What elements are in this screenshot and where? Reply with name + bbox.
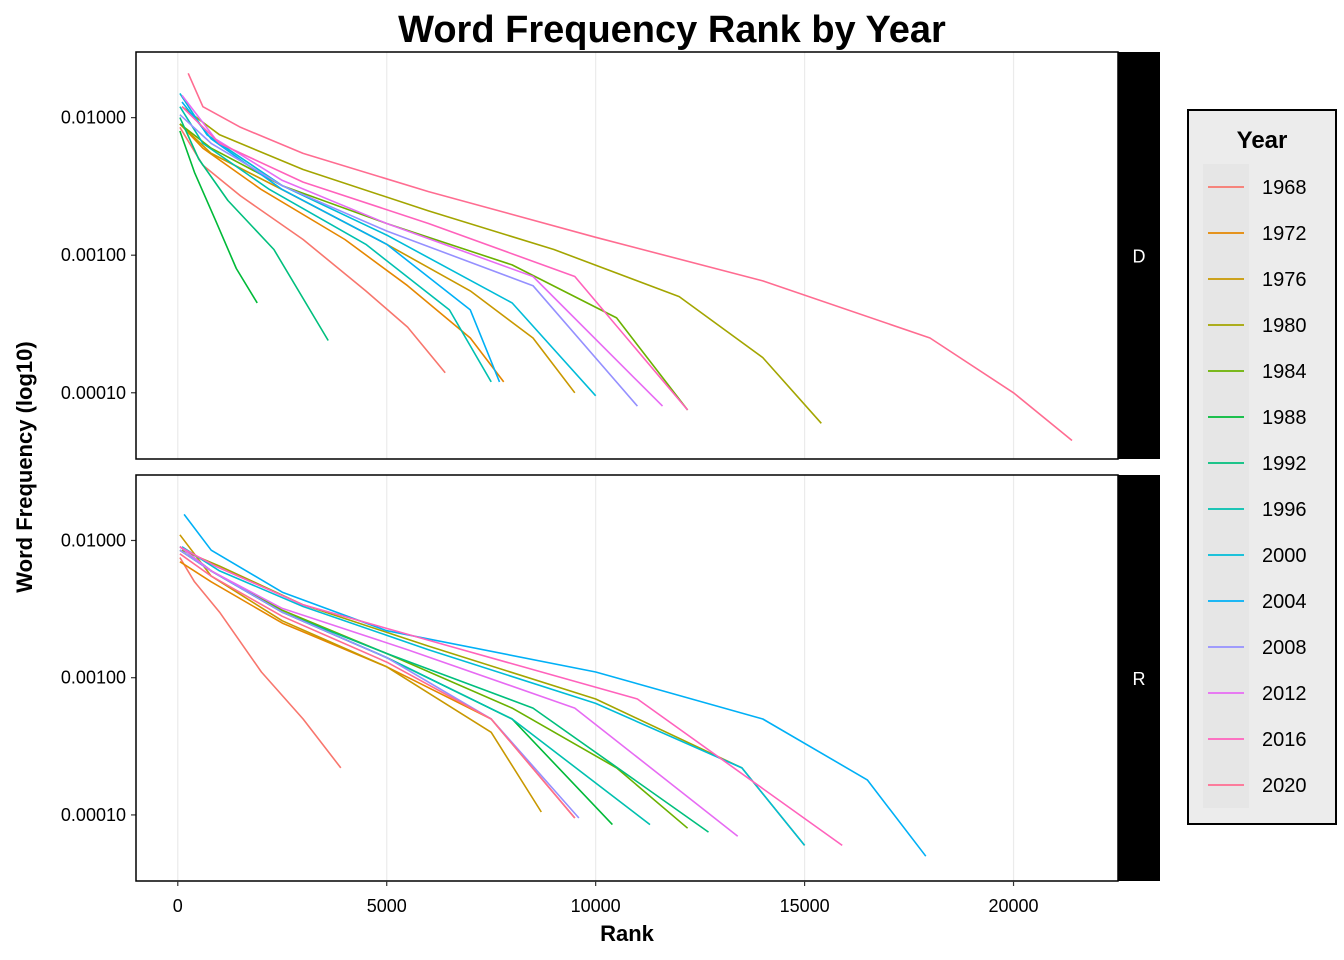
legend-label-2012: 2012 <box>1262 683 1307 705</box>
legend-label-2016: 2016 <box>1262 729 1307 751</box>
legend-label-1968: 1968 <box>1262 177 1307 199</box>
legend-label-1972: 1972 <box>1262 223 1307 245</box>
series-line-D-2016 <box>181 106 689 411</box>
series-line-R-1972 <box>179 561 576 819</box>
facet-panel-D: 0.01000 0.00100 0.00010 D <box>61 51 1160 460</box>
legend-label-1976: 1976 <box>1262 269 1307 291</box>
y-tick-label: 0.00100 <box>61 245 126 265</box>
series-line-D-1976 <box>179 123 576 394</box>
series-line-R-1976 <box>179 534 542 813</box>
legend-label-1996: 1996 <box>1262 499 1307 521</box>
series-line-D-1980 <box>181 106 822 424</box>
facet-strip-label: D <box>1133 247 1146 267</box>
series-line-D-2004 <box>181 101 501 383</box>
legend-title: Year <box>1237 127 1288 154</box>
series-line-R-1984 <box>179 549 689 829</box>
series-line-D-1988 <box>179 130 258 304</box>
legend-label-1988: 1988 <box>1262 407 1307 429</box>
series-line-D-1996 <box>179 106 492 383</box>
series-line-R-2004 <box>183 513 927 857</box>
series-line-R-1968 <box>179 557 342 769</box>
panel-border <box>135 51 1119 460</box>
y-tick-label: 0.01000 <box>61 530 126 550</box>
series-line-R-2020 <box>179 553 576 819</box>
legend-label-2020: 2020 <box>1262 775 1307 797</box>
plot-layer: 0.01000 0.00100 0.00010 D 0.01000 0.00100 0.00… <box>61 51 1160 916</box>
legend-label-2000: 2000 <box>1262 545 1307 567</box>
chart-title: Word Frequency Rank by Year <box>398 9 946 51</box>
series-line-D-2020 <box>187 72 1073 442</box>
y-axis-title: Word Frequency (log10) <box>12 341 37 592</box>
y-tick-label: 0.00010 <box>61 383 126 403</box>
x-tick-label: 5000 <box>367 896 407 916</box>
facet-panel-R: 0.01000 0.00100 0.00010 R <box>61 474 1160 882</box>
x-axis-title: Rank <box>600 921 655 946</box>
series-line-D-1968 <box>179 126 446 374</box>
series-line-R-2000 <box>181 546 806 846</box>
legend-label-1984: 1984 <box>1262 361 1307 383</box>
x-tick-label: 10000 <box>571 896 621 916</box>
x-tick-label: 20000 <box>989 896 1039 916</box>
series-line-R-1992 <box>179 546 709 833</box>
series-line-D-2008 <box>179 114 639 407</box>
legend-label-1992: 1992 <box>1262 453 1307 475</box>
legend-label-2004: 2004 <box>1262 591 1307 613</box>
x-tick-label: 0 <box>173 896 183 916</box>
series-line-D-2012 <box>181 94 664 407</box>
series-line-R-2012 <box>179 546 739 837</box>
panel-border <box>135 474 1119 882</box>
facet-strip-label: R <box>1133 669 1146 689</box>
y-tick-label: 0.01000 <box>61 108 126 128</box>
y-tick-label: 0.00100 <box>61 668 126 688</box>
series-line-R-2016 <box>179 546 843 847</box>
y-tick-label: 0.00010 <box>61 805 126 825</box>
series-line-D-1992 <box>179 117 329 341</box>
legend-label-1980: 1980 <box>1262 315 1307 337</box>
legend-label-2008: 2008 <box>1262 637 1307 659</box>
facet-strip <box>1118 475 1160 881</box>
series-line-D-1984 <box>179 123 689 411</box>
legend: Year 1968 1972 1976 1980 1984 1988 1992 1996 2000… <box>1187 109 1337 825</box>
facet-strip <box>1118 52 1160 459</box>
x-tick-label: 15000 <box>780 896 830 916</box>
series-line-D-1972 <box>179 123 505 383</box>
